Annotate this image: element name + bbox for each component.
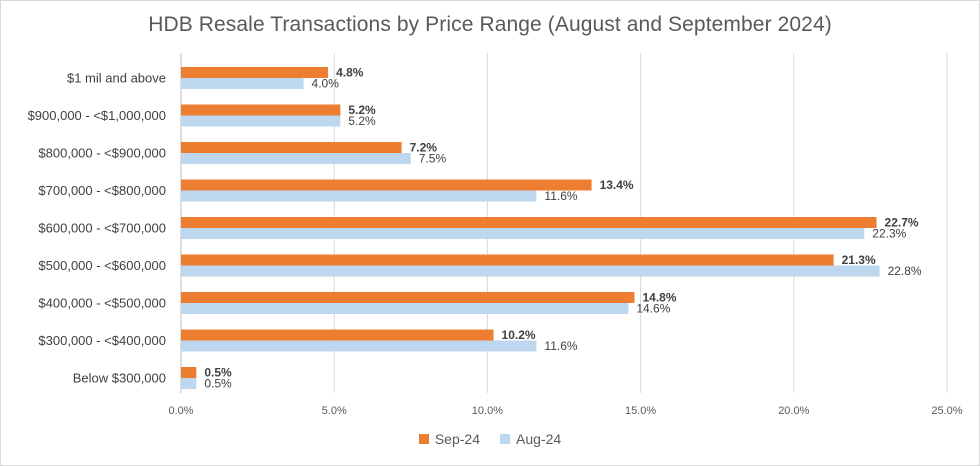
bar-aug-24 <box>181 378 197 389</box>
x-tick-label: 20.0% <box>778 405 809 417</box>
legend-item: Aug-24 <box>500 431 561 447</box>
data-label: 11.6% <box>544 189 577 203</box>
chart-legend: Sep-24 Aug-24 <box>1 431 979 447</box>
category-label: $1 mil and above <box>67 71 166 86</box>
bar-sep-24 <box>181 292 635 303</box>
data-label: 10.2% <box>502 328 536 342</box>
chart-title: HDB Resale Transactions by Price Range (… <box>148 13 832 36</box>
data-label: 7.2% <box>410 141 438 155</box>
bar-sep-24 <box>181 179 592 191</box>
legend-swatch <box>418 434 429 444</box>
data-label: 13.4% <box>600 178 634 192</box>
bar-sep-24 <box>181 142 402 153</box>
legend-label: Sep-24 <box>434 431 480 447</box>
x-tick-label: 0.0% <box>168 405 193 417</box>
category-label: $900,000 - <$1,000,000 <box>28 108 166 123</box>
data-label: 22.7% <box>885 216 919 230</box>
data-label: 14.6% <box>636 302 670 316</box>
data-label: 22.8% <box>888 264 922 278</box>
category-label: $600,000 - <$700,000 <box>38 221 166 236</box>
data-label: 4.8% <box>336 66 364 80</box>
category-label: $500,000 - <$600,000 <box>38 258 166 273</box>
bar-sep-24 <box>181 104 341 116</box>
legend-swatch <box>500 434 510 444</box>
bar-sep-24 <box>181 67 329 78</box>
bar-aug-24 <box>181 340 537 352</box>
bar-sep-24 <box>181 329 494 341</box>
data-label: 21.3% <box>842 253 876 267</box>
bar-aug-24 <box>181 153 411 164</box>
bar-aug-24 <box>181 303 629 314</box>
data-label: 5.2% <box>348 103 376 117</box>
bar-aug-24 <box>181 228 865 239</box>
data-label: 14.8% <box>642 291 676 305</box>
bar-sep-24 <box>181 367 197 378</box>
bar-aug-24 <box>181 190 537 202</box>
x-tick-label: 10.0% <box>472 405 503 417</box>
data-label: 0.5% <box>204 366 232 380</box>
bar-sep-24 <box>181 217 877 228</box>
category-label: $400,000 - <$500,000 <box>38 296 166 311</box>
x-tick-label: 5.0% <box>322 405 347 417</box>
x-tick-label: 25.0% <box>931 405 962 417</box>
x-tick-label: 15.0% <box>625 405 656 417</box>
category-label: $700,000 - <$800,000 <box>38 183 166 198</box>
data-label: 7.5% <box>419 152 447 166</box>
data-label: 5.2% <box>348 114 376 128</box>
bar-aug-24 <box>181 78 304 89</box>
legend-item: Sep-24 <box>418 431 480 447</box>
data-label: 22.3% <box>872 227 906 241</box>
category-label: $800,000 - <$900,000 <box>38 146 166 161</box>
data-label: 11.6% <box>544 339 577 353</box>
bar-sep-24 <box>181 254 834 266</box>
data-label: 0.5% <box>204 377 232 391</box>
data-label: 4.0% <box>312 77 340 91</box>
legend-label: Aug-24 <box>516 431 562 447</box>
bar-aug-24 <box>181 115 341 127</box>
category-label: Below $300,000 <box>73 371 166 386</box>
category-label: $300,000 - <$400,000 <box>38 333 166 348</box>
bar-aug-24 <box>181 265 880 277</box>
